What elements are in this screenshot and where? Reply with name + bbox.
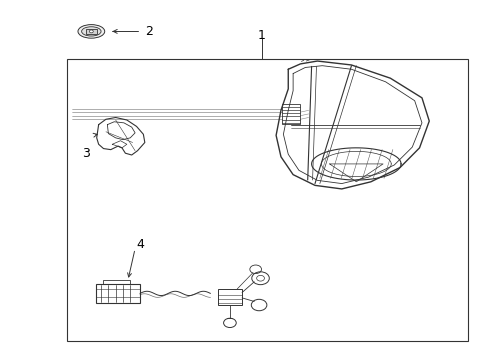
Ellipse shape [81,27,101,36]
Text: 1: 1 [257,29,265,42]
Bar [103,280,130,284]
Bar [282,104,300,123]
Text: 4: 4 [136,238,143,251]
Bar [96,284,140,303]
Bar [67,59,467,341]
FancyBboxPatch shape [86,28,97,34]
Text: 3: 3 [82,147,90,160]
Circle shape [89,30,93,33]
Bar [217,289,242,305]
Text: 2: 2 [144,25,152,38]
Ellipse shape [78,24,104,38]
